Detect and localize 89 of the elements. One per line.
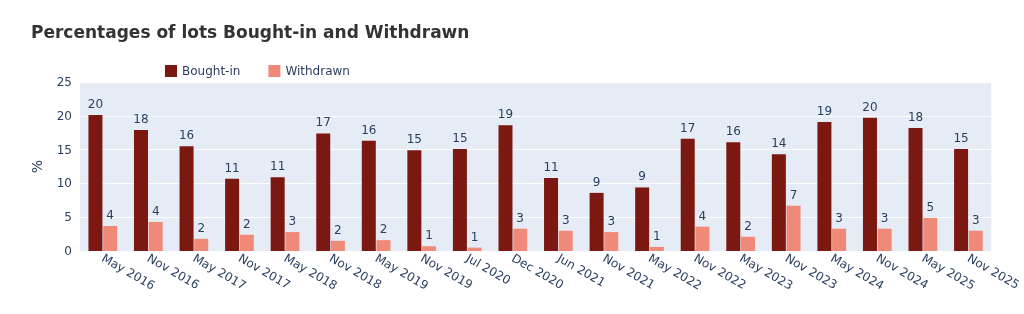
bar bbox=[452, 148, 467, 251]
bar bbox=[680, 138, 695, 251]
data-label: 1 bbox=[425, 228, 433, 243]
bar bbox=[422, 246, 437, 251]
bar bbox=[239, 234, 254, 251]
data-label: 17 bbox=[315, 115, 331, 130]
bar bbox=[285, 232, 300, 251]
data-label: 11 bbox=[224, 160, 240, 175]
bar bbox=[771, 154, 786, 251]
data-label: 16 bbox=[178, 128, 195, 143]
chart-title: Percentages of lots Bought-in and Withdrawn bbox=[31, 21, 470, 42]
y-axis-title: % bbox=[29, 159, 45, 174]
bar bbox=[817, 121, 832, 251]
data-label: 15 bbox=[452, 130, 468, 145]
data-label: 16 bbox=[725, 124, 741, 139]
data-label: 19 bbox=[497, 107, 514, 122]
data-label: 9 bbox=[638, 169, 646, 184]
data-label: 1 bbox=[653, 228, 661, 243]
legend-label: Withdrawn bbox=[285, 64, 350, 78]
data-label: 4 bbox=[151, 203, 160, 218]
data-label: 20 bbox=[862, 99, 878, 114]
data-label: 2 bbox=[334, 222, 342, 237]
bar bbox=[635, 187, 650, 251]
data-label: 19 bbox=[816, 103, 833, 118]
bar bbox=[179, 146, 194, 251]
bar bbox=[133, 130, 148, 251]
data-label: 3 bbox=[516, 210, 524, 225]
bar bbox=[862, 117, 877, 251]
data-label: 2 bbox=[379, 222, 388, 237]
bar bbox=[194, 238, 209, 251]
data-label: 2 bbox=[242, 216, 251, 231]
data-label: 15 bbox=[953, 130, 969, 145]
data-label: 9 bbox=[592, 174, 601, 189]
bar bbox=[361, 140, 376, 251]
bar bbox=[376, 240, 391, 251]
bar bbox=[330, 240, 345, 251]
data-label: 11 bbox=[270, 159, 286, 174]
bar bbox=[558, 230, 573, 251]
data-label: 4 bbox=[106, 207, 114, 222]
bar bbox=[740, 236, 755, 251]
data-label: 4 bbox=[698, 208, 707, 223]
bar bbox=[604, 232, 619, 251]
data-label: 3 bbox=[607, 214, 616, 229]
bar bbox=[225, 178, 240, 251]
data-label: 18 bbox=[133, 112, 149, 126]
y-tick-label: 15 bbox=[56, 142, 72, 157]
data-label: 3 bbox=[880, 210, 889, 225]
bar bbox=[316, 133, 331, 251]
y-tick-label: 10 bbox=[56, 176, 72, 191]
bar bbox=[832, 228, 847, 251]
bar bbox=[695, 226, 710, 251]
bar bbox=[513, 228, 528, 251]
data-label: 2 bbox=[744, 218, 752, 233]
bar bbox=[498, 125, 513, 251]
bar bbox=[270, 177, 285, 251]
data-label: 18 bbox=[907, 109, 924, 124]
data-label: 14 bbox=[771, 136, 787, 151]
data-label: 3 bbox=[971, 212, 980, 227]
data-label: 3 bbox=[835, 210, 843, 225]
bar bbox=[407, 150, 422, 251]
y-tick-label: 25 bbox=[56, 75, 72, 89]
bar bbox=[103, 225, 118, 251]
bar bbox=[908, 127, 923, 251]
bar bbox=[88, 115, 103, 251]
data-label: 11 bbox=[543, 159, 559, 174]
bar bbox=[968, 230, 983, 251]
bar bbox=[786, 205, 801, 251]
bar bbox=[544, 177, 559, 251]
bar bbox=[589, 192, 604, 251]
bar bbox=[877, 228, 892, 251]
bar bbox=[954, 148, 969, 251]
data-label: 2 bbox=[197, 220, 206, 235]
data-label: 7 bbox=[789, 187, 798, 202]
y-tick-label: 20 bbox=[56, 108, 72, 123]
data-label: 16 bbox=[361, 122, 377, 137]
data-label: 20 bbox=[87, 97, 104, 112]
y-tick-label: 5 bbox=[64, 210, 72, 225]
bar bbox=[649, 246, 664, 251]
data-label: 3 bbox=[561, 212, 570, 227]
bar bbox=[923, 217, 938, 251]
data-label: 5 bbox=[926, 199, 935, 214]
data-label: 15 bbox=[406, 132, 422, 147]
y-tick-label: 0 bbox=[64, 244, 72, 258]
data-label: 17 bbox=[680, 120, 696, 135]
bar bbox=[726, 142, 741, 251]
bar bbox=[148, 221, 163, 251]
data-label: 3 bbox=[288, 214, 297, 229]
data-label: 1 bbox=[470, 229, 479, 244]
legend-label: Bought-in bbox=[182, 64, 241, 78]
